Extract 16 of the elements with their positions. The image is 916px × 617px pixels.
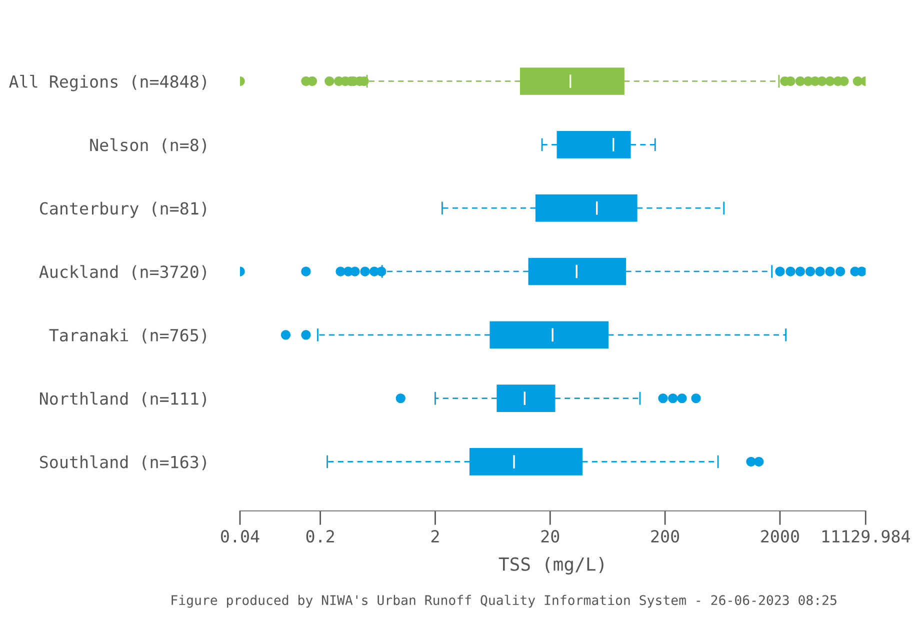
x-tick-label: 0.2 (306, 530, 334, 543)
text: Figure produced by NIWA's Urban Runoff Quality Information System - 26-06-2023 08:25 (172, 594, 836, 608)
y-tick-label: All Regions (n=4848) (9, 74, 206, 92)
x-tick-label: 2 (431, 530, 439, 542)
x-tick-label: 11129.984 (822, 530, 910, 543)
x-tick-label: 200 (651, 530, 680, 543)
y-tick-label: Taranaki (n=765) (49, 328, 206, 344)
y-tick-label: Southland (n=163) (40, 455, 206, 470)
y-tick-label: Canterbury (n=81) (40, 202, 206, 218)
x-tick-label: 0.04 (221, 530, 260, 543)
x-axis-title: TSS (mg/L) (498, 556, 604, 575)
x-tick-label: 20 (541, 530, 560, 543)
y-tick-label: Auckland (n=3720) (39, 265, 206, 280)
x-tick-label: 2000 (761, 530, 799, 543)
y-tick-label: Northland (n=111) (40, 392, 206, 407)
y-tick-label: Nelson (n=8) (90, 138, 206, 154)
